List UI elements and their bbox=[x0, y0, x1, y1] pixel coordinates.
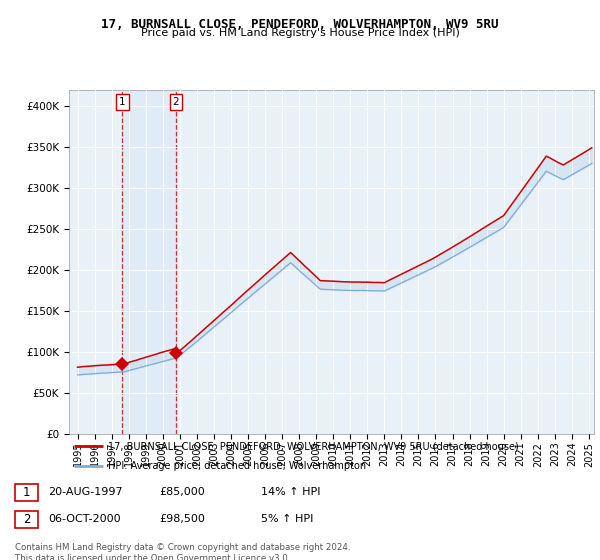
Text: HPI: Average price, detached house, Wolverhampton: HPI: Average price, detached house, Wolv… bbox=[109, 460, 367, 470]
Text: 17, BURNSALL CLOSE, PENDEFORD, WOLVERHAMPTON, WV9 5RU (detached house): 17, BURNSALL CLOSE, PENDEFORD, WOLVERHAM… bbox=[109, 441, 519, 451]
Text: 1: 1 bbox=[23, 486, 30, 499]
Text: Price paid vs. HM Land Registry's House Price Index (HPI): Price paid vs. HM Land Registry's House … bbox=[140, 28, 460, 38]
Text: 06-OCT-2000: 06-OCT-2000 bbox=[48, 514, 121, 524]
Text: 14% ↑ HPI: 14% ↑ HPI bbox=[261, 487, 320, 497]
Text: 2: 2 bbox=[23, 512, 30, 526]
Text: 1: 1 bbox=[119, 97, 125, 106]
Text: 2: 2 bbox=[173, 97, 179, 106]
Text: 17, BURNSALL CLOSE, PENDEFORD, WOLVERHAMPTON, WV9 5RU: 17, BURNSALL CLOSE, PENDEFORD, WOLVERHAM… bbox=[101, 18, 499, 31]
Text: 20-AUG-1997: 20-AUG-1997 bbox=[48, 487, 122, 497]
Text: £85,000: £85,000 bbox=[159, 487, 205, 497]
Text: 5% ↑ HPI: 5% ↑ HPI bbox=[261, 514, 313, 524]
Text: £98,500: £98,500 bbox=[159, 514, 205, 524]
Text: Contains HM Land Registry data © Crown copyright and database right 2024.
This d: Contains HM Land Registry data © Crown c… bbox=[15, 543, 350, 560]
Bar bbox=[122, 90, 176, 434]
